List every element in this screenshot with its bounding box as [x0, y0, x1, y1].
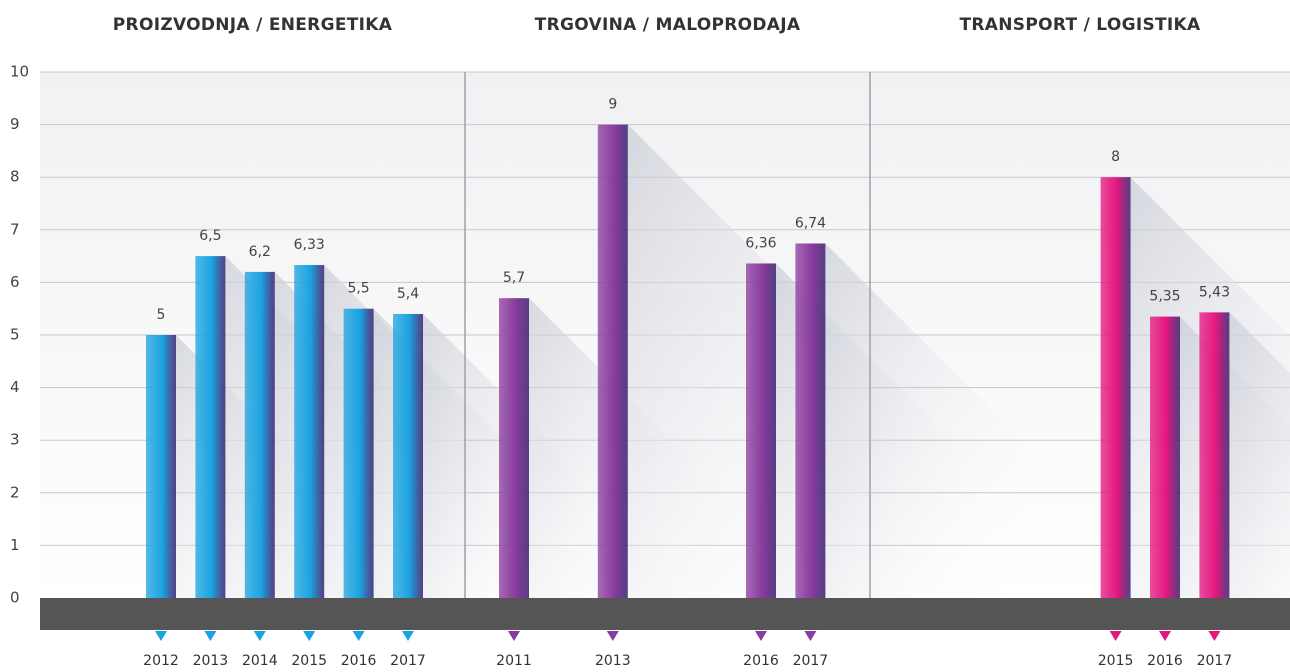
x-tick-label: 2017 [1197, 653, 1233, 669]
x-tick-label: 2017 [390, 653, 426, 669]
x-tick-label: 2013 [595, 653, 631, 669]
y-tick-label: 10 [10, 63, 29, 81]
panel-title: TRANSPORT / LOGISTIKA [960, 15, 1201, 35]
x-tick-label: 2015 [291, 653, 327, 669]
y-tick-label: 2 [10, 483, 20, 501]
x-tick-label: 2013 [193, 653, 229, 669]
bar [146, 335, 176, 598]
y-tick-label: 0 [10, 589, 20, 607]
category-marker [253, 631, 266, 641]
y-tick-label: 4 [10, 378, 20, 396]
x-tick-label: 2017 [793, 653, 829, 669]
x-tick-label: 2016 [341, 653, 377, 669]
y-tick-label: 8 [10, 168, 20, 186]
category-marker [606, 631, 619, 641]
bar [343, 308, 374, 598]
value-label: 5,5 [347, 281, 369, 297]
bar [393, 313, 423, 598]
value-label: 5,7 [503, 270, 525, 286]
y-tick-label: 9 [10, 115, 20, 133]
y-tick-label: 6 [10, 273, 20, 291]
bar [1150, 316, 1180, 598]
value-label: 5,43 [1199, 284, 1230, 300]
x-tick-label: 2016 [1147, 653, 1183, 669]
x-tick-label: 2012 [143, 653, 179, 669]
bar [294, 265, 325, 598]
panel-title: PROIZVODNJA / ENERGETIKA [113, 15, 393, 35]
bar [499, 298, 529, 598]
bar [1100, 177, 1131, 598]
value-label: 8 [1111, 149, 1120, 165]
y-tick-label: 5 [10, 326, 20, 344]
value-label: 6,33 [294, 237, 325, 253]
x-tick-label: 2016 [743, 653, 779, 669]
y-tick-label: 7 [10, 220, 20, 238]
x-tick-label: 2011 [496, 653, 532, 669]
category-marker [755, 631, 767, 641]
value-label: 6,2 [249, 244, 271, 260]
value-label: 5 [157, 307, 166, 323]
category-marker [804, 631, 817, 641]
category-marker [508, 631, 520, 641]
category-marker [402, 631, 414, 641]
x-tick-label: 2015 [1098, 653, 1134, 669]
bar-shadow [825, 243, 1021, 598]
bar [746, 263, 776, 598]
value-label: 6,36 [745, 235, 776, 251]
y-tick-label: 1 [10, 536, 20, 554]
x-tick-label: 2014 [242, 653, 278, 669]
category-marker [303, 631, 316, 641]
bar [195, 256, 226, 598]
bar [795, 243, 826, 598]
bar [244, 271, 275, 598]
value-label: 9 [608, 97, 617, 113]
category-marker [1208, 631, 1221, 641]
category-marker [352, 631, 365, 641]
value-label: 6,74 [795, 215, 826, 231]
value-label: 5,35 [1149, 289, 1180, 305]
bar [1199, 312, 1230, 598]
value-label: 6,5 [199, 228, 221, 244]
category-marker [1109, 631, 1122, 641]
category-marker [155, 631, 167, 641]
panel-title: TRGOVINA / MALOPRODAJA [535, 15, 801, 35]
baseline-band [40, 598, 1290, 630]
value-label: 5,4 [397, 286, 419, 302]
category-marker [204, 631, 217, 641]
bar-shadow [1229, 312, 1290, 598]
y-tick-label: 3 [10, 431, 20, 449]
category-marker [1159, 631, 1171, 641]
bar [597, 124, 628, 598]
